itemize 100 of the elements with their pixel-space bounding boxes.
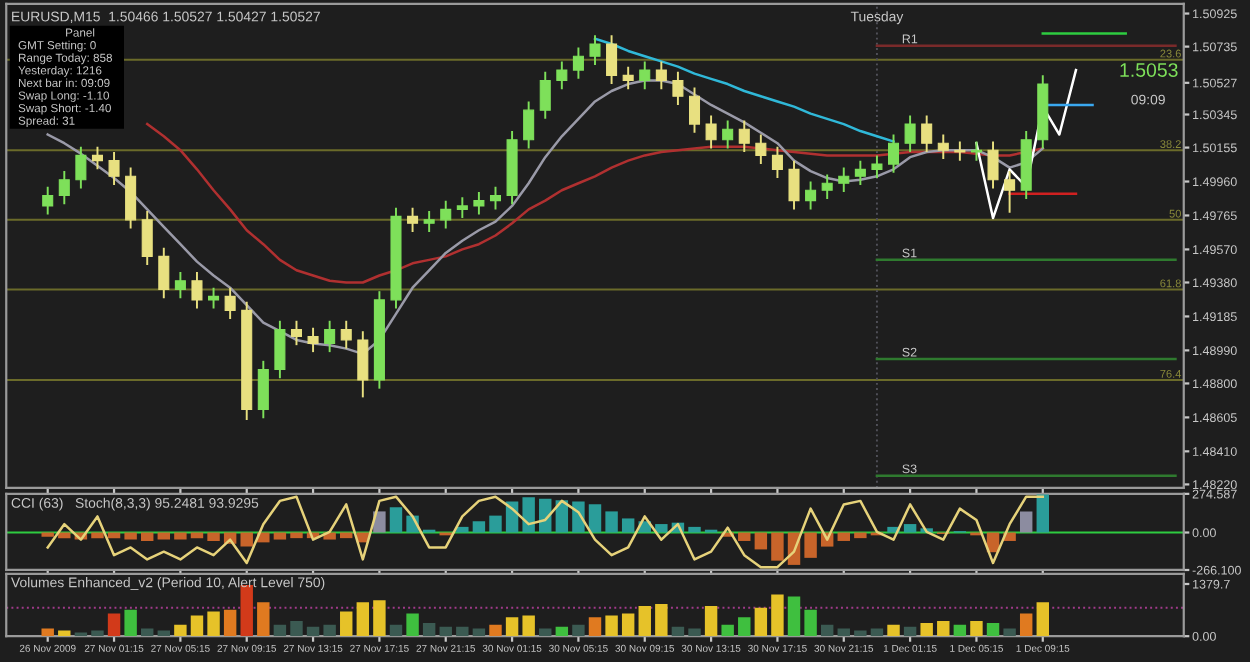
candlestick bbox=[606, 34, 618, 86]
bar bbox=[986, 622, 1000, 637]
bar bbox=[738, 532, 751, 541]
bar bbox=[373, 600, 386, 637]
bar bbox=[588, 617, 602, 637]
candlestick bbox=[639, 60, 651, 91]
bar bbox=[522, 615, 535, 637]
candlestick bbox=[722, 119, 734, 150]
bar bbox=[655, 604, 668, 637]
annotation: 1.5053 bbox=[1120, 63, 1178, 77]
candlestick bbox=[407, 206, 419, 233]
candlestick bbox=[224, 286, 236, 321]
bar bbox=[837, 532, 850, 541]
candlestick bbox=[191, 271, 203, 310]
candlestick bbox=[672, 70, 684, 106]
candlestick bbox=[871, 154, 883, 180]
bar bbox=[887, 624, 900, 637]
bar bbox=[174, 624, 187, 637]
candlestick bbox=[75, 145, 87, 190]
bar bbox=[555, 626, 569, 637]
candlestick bbox=[125, 166, 137, 230]
bar bbox=[58, 630, 71, 637]
candlestick bbox=[854, 159, 866, 186]
candlestick bbox=[755, 133, 767, 166]
bar bbox=[605, 511, 618, 533]
candlestick bbox=[705, 114, 717, 150]
candlestick bbox=[655, 60, 667, 91]
candlestick bbox=[257, 359, 269, 420]
bar bbox=[787, 596, 801, 637]
bar bbox=[489, 515, 502, 533]
candlestick bbox=[174, 271, 186, 300]
bar bbox=[190, 615, 204, 637]
candlestick bbox=[42, 185, 54, 216]
candlestick bbox=[622, 65, 634, 91]
candlestick bbox=[805, 180, 817, 211]
bar bbox=[970, 621, 983, 637]
bar bbox=[207, 611, 220, 637]
candlestick bbox=[357, 330, 369, 399]
candlestick bbox=[788, 159, 800, 211]
candlestick bbox=[208, 286, 220, 310]
bar bbox=[124, 532, 137, 540]
bar bbox=[854, 630, 867, 637]
bar bbox=[1003, 628, 1016, 637]
bar bbox=[804, 609, 817, 637]
bar bbox=[671, 626, 685, 637]
bar bbox=[754, 532, 768, 550]
candlestick bbox=[324, 319, 336, 354]
bar bbox=[820, 624, 834, 637]
bar bbox=[704, 605, 718, 637]
bar bbox=[621, 518, 635, 533]
bar bbox=[1019, 613, 1033, 637]
bar bbox=[91, 630, 104, 637]
bar bbox=[937, 621, 950, 637]
bar bbox=[422, 622, 436, 637]
bar bbox=[688, 628, 701, 637]
candlestick bbox=[423, 210, 435, 233]
candlestick bbox=[572, 46, 584, 80]
candlestick bbox=[1004, 170, 1016, 214]
candlestick bbox=[921, 114, 933, 153]
bar bbox=[1019, 511, 1033, 533]
candlestick bbox=[688, 86, 701, 134]
bar bbox=[91, 532, 104, 539]
candlestick bbox=[523, 100, 535, 150]
bar bbox=[240, 585, 253, 637]
candlestick bbox=[589, 34, 601, 66]
bar bbox=[771, 532, 784, 561]
bar bbox=[41, 628, 54, 637]
bar bbox=[771, 594, 784, 637]
candlestick bbox=[274, 319, 286, 380]
bar bbox=[223, 609, 237, 637]
bar bbox=[290, 532, 303, 539]
bar bbox=[107, 613, 121, 637]
candlestick bbox=[456, 196, 468, 220]
candlestick bbox=[887, 133, 900, 174]
bar bbox=[240, 532, 253, 547]
bar bbox=[323, 624, 336, 637]
bar bbox=[489, 624, 502, 637]
candlestick bbox=[987, 140, 999, 190]
bar bbox=[273, 532, 287, 540]
bar bbox=[1036, 494, 1049, 533]
bar bbox=[903, 626, 917, 637]
bar bbox=[207, 532, 220, 541]
candlestick bbox=[440, 199, 452, 230]
candlestick bbox=[838, 166, 850, 193]
candlestick bbox=[771, 145, 783, 180]
bar bbox=[340, 611, 353, 637]
bar bbox=[406, 613, 419, 637]
bar bbox=[588, 504, 602, 533]
line-series bbox=[145, 122, 1045, 284]
bar bbox=[389, 624, 403, 637]
bar bbox=[505, 617, 519, 637]
candlestick bbox=[340, 319, 352, 350]
candlestick bbox=[821, 173, 833, 200]
candlestick bbox=[91, 145, 103, 171]
candlestick bbox=[141, 210, 153, 267]
candlestick bbox=[970, 140, 982, 162]
bar bbox=[655, 524, 668, 533]
bar bbox=[356, 602, 370, 637]
bar bbox=[257, 602, 270, 637]
bar bbox=[721, 624, 734, 637]
